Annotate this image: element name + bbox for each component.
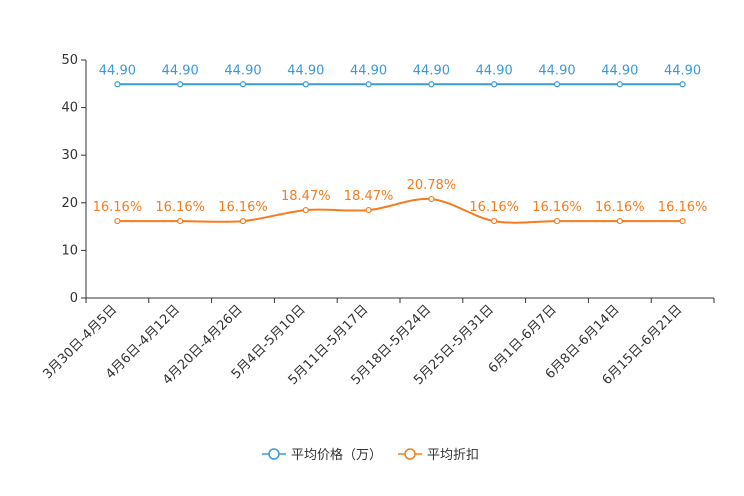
data-point [491,81,498,88]
data-label: 44.90 [224,63,261,78]
data-label: 44.90 [287,63,324,78]
legend-label: 平均价格（万） [291,447,382,463]
data-label: 16.16% [658,200,708,215]
data-point [302,206,309,214]
series-line-1 [117,197,683,224]
data-label: 16.16% [93,200,143,215]
data-label: 44.90 [99,63,136,78]
data-label: 44.90 [476,63,513,78]
data-label: 16.16% [155,200,205,215]
data-point [679,81,686,88]
data-point [428,81,435,88]
y-tick-label: 50 [61,53,78,68]
data-label: 44.90 [538,63,575,78]
data-point [679,217,686,225]
legend[interactable]: 平均价格（万） 平均折扣 [262,447,479,463]
data-label: 18.47% [344,189,394,204]
data-label: 44.90 [350,63,387,78]
legend-marker-icon [268,448,280,460]
data-label: 44.90 [413,63,450,78]
data-label: 16.16% [469,200,519,215]
data-point [114,217,121,225]
data-point [239,217,247,225]
series-layer: 44.90 44.90 44.90 44.90 44.90 44.90 44.90 44.90… [93,63,708,225]
y-tick-label: 30 [61,148,78,163]
data-point [239,81,247,88]
y-tick-label: 10 [61,243,78,258]
data-point [616,81,623,88]
data-point [177,81,184,88]
data-point [177,217,184,225]
y-tick-label: 20 [61,196,78,211]
data-label: 16.16% [532,200,582,215]
legend-label: 平均折扣 [427,448,479,463]
data-label: 18.47% [281,189,331,204]
data-label: 44.90 [664,63,701,78]
legend-marker-icon [404,448,416,460]
data-point [616,217,623,225]
legend-item[interactable]: 平均折扣 [398,448,479,463]
data-point [491,217,498,225]
y-tick-label: 40 [61,101,78,116]
data-point [428,195,435,203]
data-point [365,81,372,88]
data-label: 44.90 [601,63,638,78]
data-point [114,81,121,88]
data-label: 16.16% [595,200,645,215]
data-point [365,206,372,214]
data-point [302,81,309,88]
data-label: 20.78% [407,178,457,193]
legend-item[interactable]: 平均价格（万） [262,447,382,463]
data-label: 44.90 [162,63,199,78]
data-point [553,81,561,88]
data-label: 16.16% [218,200,268,215]
y-tick-label: 0 [70,291,78,306]
data-point [553,217,561,225]
